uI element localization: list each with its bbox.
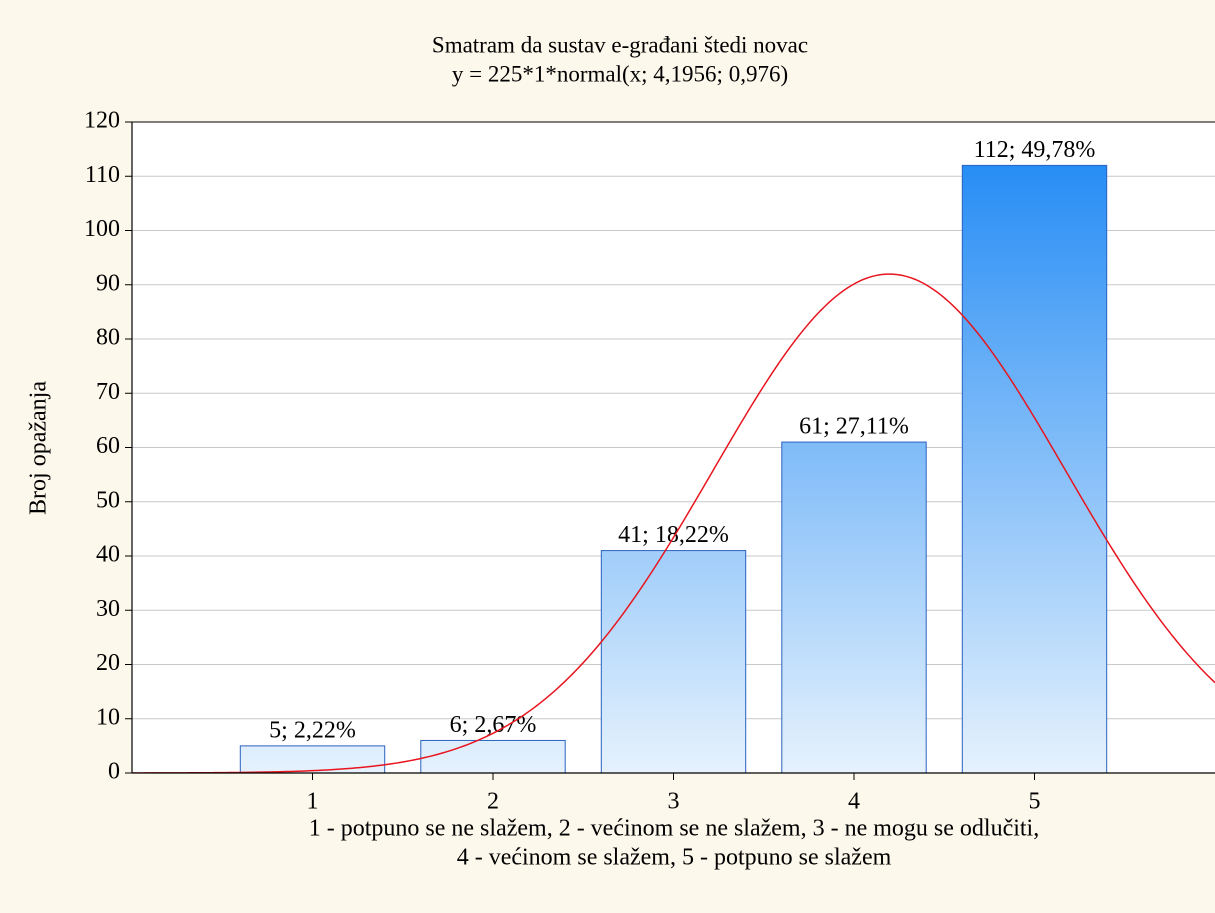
y-tick-label: 30 — [96, 596, 120, 622]
y-tick-label: 70 — [96, 379, 120, 405]
value-label: 112; 49,78% — [974, 137, 1096, 163]
y-tick-label: 110 — [85, 162, 120, 188]
bar — [420, 739, 566, 774]
x-axis-label: 1 - potpuno se ne slažem, 2 - većinom se… — [309, 816, 1039, 842]
value-label: 61; 27,11% — [799, 414, 909, 440]
value-label: 5; 2,22% — [269, 717, 356, 743]
y-tick-label: 120 — [84, 108, 120, 134]
bar — [961, 164, 1108, 774]
bar — [239, 745, 386, 774]
y-axis-label: Broj opažanja — [26, 381, 52, 515]
y-tick-label: 60 — [96, 433, 120, 459]
y-tick-label: 50 — [96, 487, 120, 513]
y-tick-label: 100 — [84, 216, 120, 242]
x-tick-label: 3 — [668, 789, 680, 815]
y-tick-label: 10 — [96, 704, 120, 730]
y-tick-label: 90 — [96, 270, 120, 296]
x-tick-label: 4 — [848, 789, 860, 815]
y-tick-label: 20 — [96, 650, 120, 676]
x-tick-label: 1 — [307, 789, 319, 815]
bar — [600, 550, 747, 774]
fit-curve — [132, 273, 1215, 773]
bar — [781, 441, 927, 774]
chart-title: Smatram da sustav e-građani štedi novac — [432, 32, 808, 57]
value-label: 41; 18,22% — [618, 522, 729, 548]
y-tick-label: 0 — [108, 759, 120, 785]
y-tick-label: 40 — [96, 542, 120, 568]
x-axis-label: 4 - većinom se slažem, 5 - potpuno se sl… — [457, 845, 892, 871]
y-tick-label: 80 — [96, 325, 120, 351]
chart-subtitle: y = 225*1*normal(x; 4,1956; 0,976) — [452, 61, 788, 86]
x-tick-label: 5 — [1029, 789, 1041, 815]
x-tick-label: 2 — [487, 789, 499, 815]
